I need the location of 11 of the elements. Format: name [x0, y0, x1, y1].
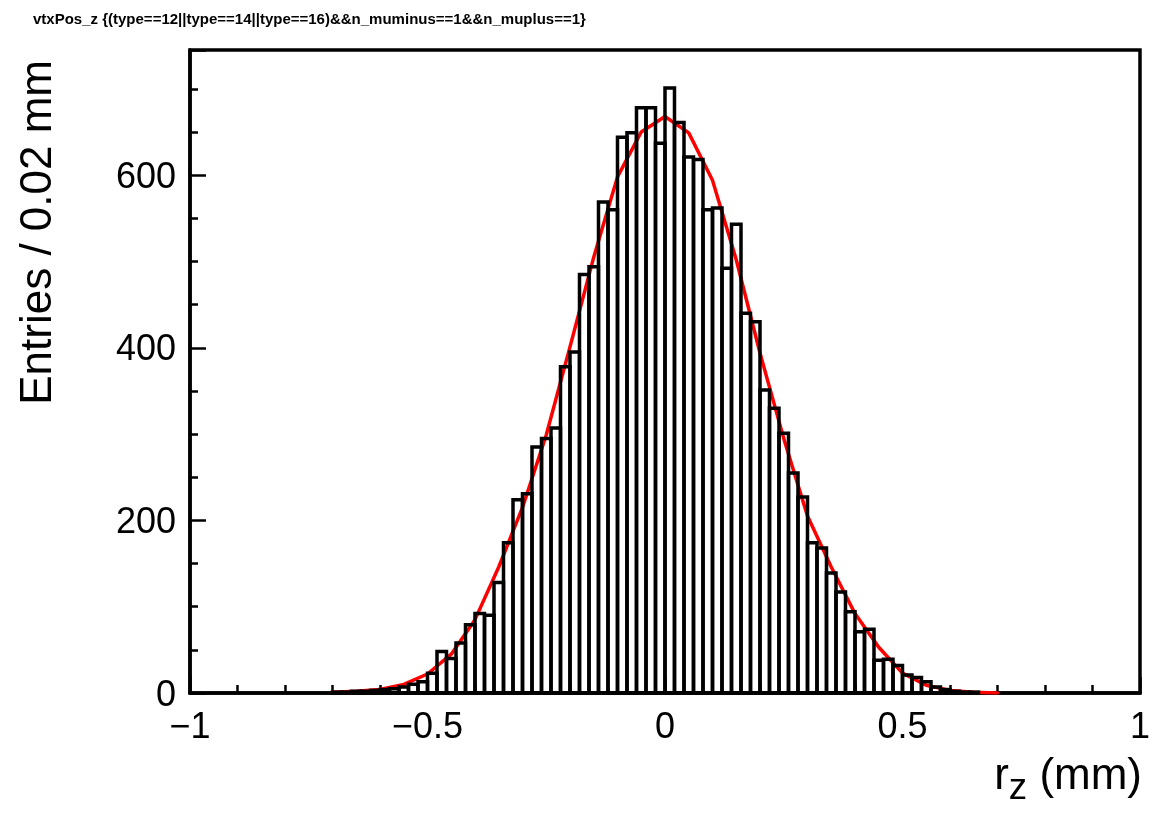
y-axis-title: Entries / 0.02 mm	[11, 60, 60, 405]
x-tick-label: 0.5	[877, 704, 928, 746]
x-tick-label: 0	[654, 704, 676, 746]
chart-title: vtxPos_z {(type==12||type==14||type==16)&&n_muminus==1&&n_muplus==1}	[33, 10, 587, 27]
y-tick-label: 0	[155, 672, 176, 714]
y-tick-label: 200	[115, 499, 176, 541]
x-tick-label: 1	[1129, 704, 1150, 746]
y-tick-label: 600	[115, 154, 176, 196]
x-axis-title: r$_{z}$ (mm)	[994, 749, 1142, 807]
x-tick-label: −0.5	[391, 704, 464, 746]
y-tick-label: 400	[115, 327, 176, 369]
